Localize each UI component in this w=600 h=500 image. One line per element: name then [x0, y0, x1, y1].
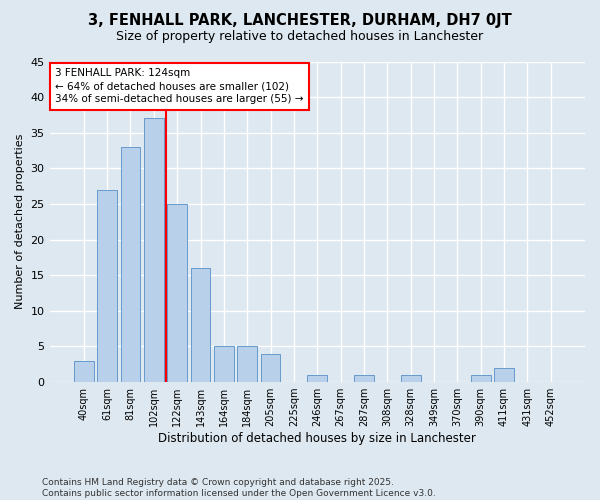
Text: Contains HM Land Registry data © Crown copyright and database right 2025.
Contai: Contains HM Land Registry data © Crown c… — [42, 478, 436, 498]
Bar — [74, 360, 94, 382]
Text: Size of property relative to detached houses in Lanchester: Size of property relative to detached ho… — [116, 30, 484, 43]
Bar — [97, 190, 117, 382]
Y-axis label: Number of detached properties: Number of detached properties — [15, 134, 25, 310]
Bar — [214, 346, 234, 382]
Bar — [260, 354, 280, 382]
Bar — [494, 368, 514, 382]
Bar — [471, 375, 491, 382]
Bar — [191, 268, 211, 382]
Text: 3, FENHALL PARK, LANCHESTER, DURHAM, DH7 0JT: 3, FENHALL PARK, LANCHESTER, DURHAM, DH7… — [88, 12, 512, 28]
Bar — [167, 204, 187, 382]
Bar — [121, 147, 140, 382]
Text: 3 FENHALL PARK: 124sqm
← 64% of detached houses are smaller (102)
34% of semi-de: 3 FENHALL PARK: 124sqm ← 64% of detached… — [55, 68, 304, 104]
Bar — [238, 346, 257, 382]
Bar — [144, 118, 164, 382]
X-axis label: Distribution of detached houses by size in Lanchester: Distribution of detached houses by size … — [158, 432, 476, 445]
Bar — [354, 375, 374, 382]
Bar — [401, 375, 421, 382]
Bar — [307, 375, 327, 382]
